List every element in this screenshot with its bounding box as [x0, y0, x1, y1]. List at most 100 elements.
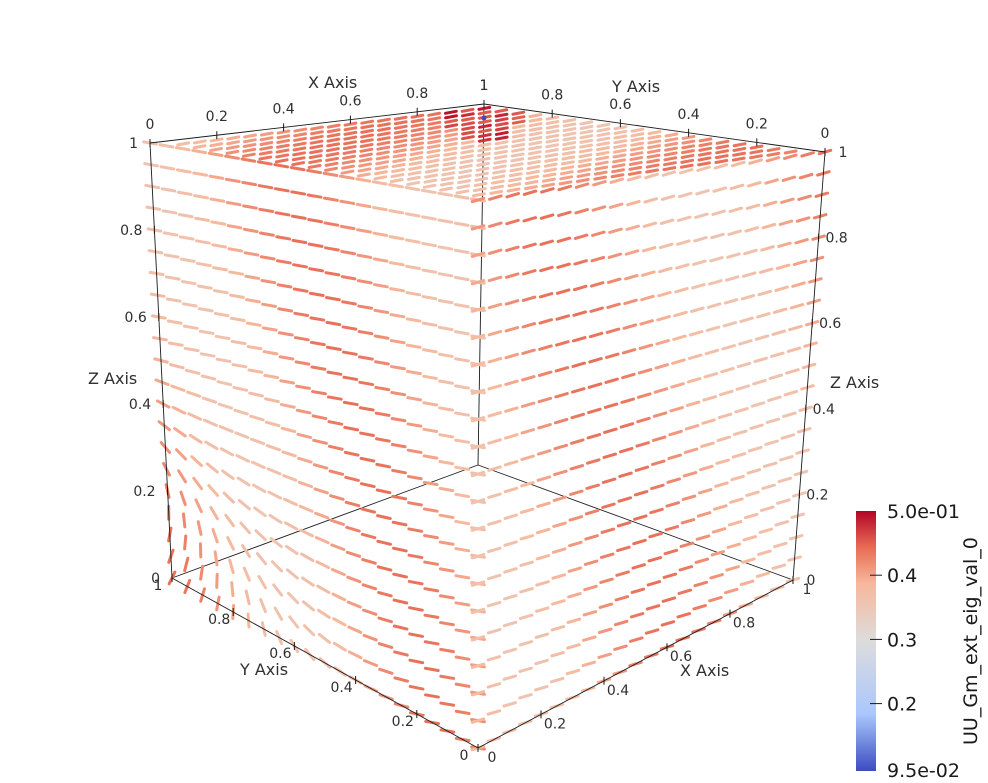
- glyph-top-face: [344, 156, 355, 158]
- glyph-right-face: [552, 627, 564, 630]
- glyph-right-face: [619, 498, 631, 501]
- glyph-right-face: [489, 413, 501, 416]
- glyph-left-face: [232, 583, 233, 596]
- glyph-top-face: [343, 161, 354, 163]
- glyph-left-face: [423, 243, 436, 245]
- glyph-right-face: [589, 409, 601, 412]
- glyph-top-face: [530, 119, 541, 121]
- glyph-right-face: [716, 483, 728, 486]
- glyph-right-face: [541, 267, 553, 270]
- glyph-right-face: [769, 397, 781, 400]
- glyph-top-face: [595, 177, 606, 179]
- glyph-left-face: [228, 226, 241, 228]
- glyph-left-face: [261, 600, 266, 612]
- z-tick-left-4: 0.8: [120, 223, 142, 239]
- glyph-right-face: [570, 542, 582, 545]
- glyph-left-face: [327, 322, 340, 324]
- glyph-left-face: [328, 397, 341, 399]
- glyph-left-face: [357, 204, 370, 206]
- glyph-left-face: [280, 357, 293, 359]
- glyph-top-face: [328, 134, 339, 136]
- glyph-top-face: [513, 126, 524, 128]
- glyph-right-face: [755, 358, 767, 361]
- glyph-right-face: [764, 202, 776, 205]
- glyph-left-face: [167, 299, 180, 301]
- glyph-left-face: [440, 569, 453, 571]
- glyph-left-face: [393, 548, 406, 551]
- glyph-top-face: [496, 114, 507, 116]
- glyph-left-face: [278, 285, 291, 287]
- glyph-left-face: [331, 520, 343, 524]
- glyph-left-face: [358, 255, 371, 257]
- glyph-top-face: [462, 151, 473, 153]
- glyph-right-face: [747, 205, 759, 208]
- glyph-top-face: [277, 155, 288, 157]
- glyph-right-face: [772, 353, 784, 356]
- glyph-right-face: [631, 614, 643, 617]
- glyph-left-face: [248, 347, 261, 349]
- glyph-right-face: [785, 391, 797, 394]
- glyph-left-face: [285, 499, 297, 504]
- glyph-right-face: [506, 301, 518, 304]
- glyph-top-face: [295, 134, 306, 136]
- glyph-left-face: [265, 375, 278, 377]
- glyph-right-face: [536, 634, 548, 637]
- glyph-top-face: [530, 142, 541, 144]
- glyph-left-face: [311, 318, 324, 320]
- glyph-top-face: [544, 179, 555, 181]
- glyph-top-face: [479, 154, 490, 156]
- glyph-left-face: [456, 711, 469, 713]
- glyph-top-face: [699, 163, 710, 165]
- glyph-right-face: [631, 638, 643, 641]
- glyph-right-face: [576, 184, 588, 187]
- glyph-left-face: [424, 403, 437, 405]
- glyph-right-face: [605, 404, 617, 407]
- glyph-left-face: [330, 446, 343, 449]
- y-tick-top-5: 1: [480, 78, 489, 94]
- glyph-left-face: [424, 429, 437, 431]
- x-tick-top-1: 0.2: [206, 109, 228, 125]
- glyph-top-face: [261, 147, 272, 149]
- glyph-top-face: [228, 142, 239, 144]
- glyph-top-face: [477, 168, 488, 170]
- glyph-top-face: [496, 110, 507, 112]
- glyph-right-face: [717, 460, 729, 463]
- glyph-top-face: [479, 135, 490, 137]
- glyph-left-face: [324, 198, 337, 200]
- glyph-top-face: [699, 158, 710, 160]
- glyph-left-face: [408, 371, 421, 373]
- glyph-top-face: [410, 162, 421, 164]
- glyph-top-face: [443, 173, 454, 175]
- glyph-top-face: [580, 160, 591, 162]
- glyph-top-face: [496, 119, 507, 121]
- glyph-left-face: [317, 562, 329, 568]
- glyph-top-face: [563, 152, 574, 154]
- glyph-top-face: [581, 145, 592, 147]
- glyph-left-face: [263, 328, 276, 330]
- glyph-left-face: [425, 562, 438, 564]
- glyph-top-face: [459, 181, 470, 183]
- glyph-left-face: [289, 593, 298, 602]
- glyph-left-face: [340, 176, 353, 178]
- glyph-top-face: [446, 134, 457, 136]
- glyph-left-face: [326, 298, 339, 300]
- glyph-right-face: [751, 425, 763, 428]
- glyph-left-face: [314, 465, 327, 469]
- glyph-right-face: [489, 277, 501, 280]
- glyph-left-face: [390, 237, 403, 239]
- glyph-left-face: [250, 393, 263, 396]
- x-tick-top-2: 0.4: [272, 101, 294, 117]
- glyph-left-face: [393, 496, 406, 499]
- glyph-right-face: [609, 254, 621, 257]
- glyph-right-face: [610, 204, 622, 207]
- glyph-top-face: [445, 148, 456, 150]
- glyph-top-face: [632, 138, 643, 140]
- glyph-left-face: [423, 350, 436, 352]
- glyph-top-face: [615, 141, 626, 143]
- glyph-right-face: [734, 431, 746, 434]
- glyph-left-face: [406, 187, 419, 189]
- glyph-right-face: [610, 229, 622, 232]
- glyph-left-face: [297, 410, 310, 413]
- glyph-right-face: [520, 642, 532, 645]
